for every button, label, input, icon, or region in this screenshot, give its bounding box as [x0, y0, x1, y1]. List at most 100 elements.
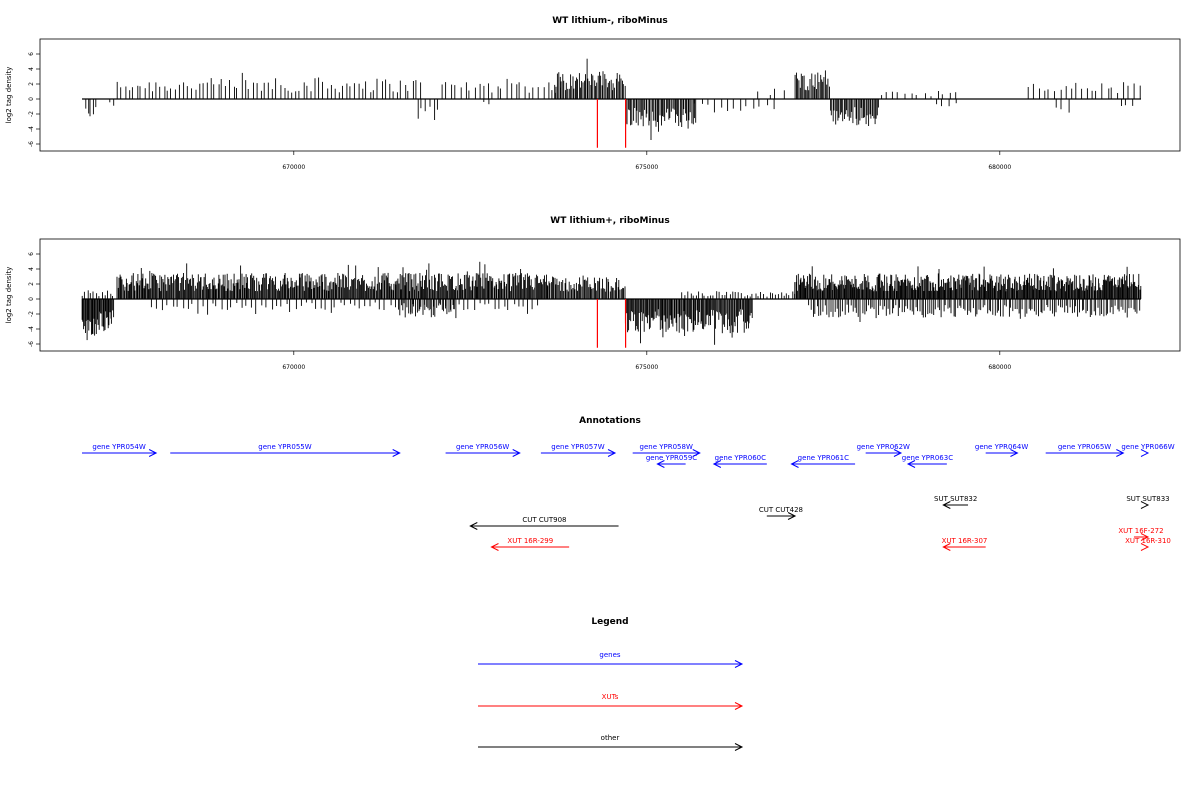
annotation-label: gene YPR063C — [902, 454, 953, 462]
annotation-feature: gene YPR060C — [712, 454, 767, 468]
annotation-feature: gene YPR058W — [632, 443, 701, 457]
arrow-head — [893, 449, 903, 457]
y-tick-label: 2 — [28, 282, 35, 286]
arrow-head — [734, 702, 744, 710]
panel-title: WT lithium+, riboMinus — [550, 216, 669, 226]
y-tick-label: 4 — [28, 67, 35, 71]
annotation-feature: gene YPR065W — [1045, 443, 1125, 457]
annotation-label: SUT SUT832 — [934, 495, 977, 503]
y-tick-label: 6 — [28, 52, 35, 56]
y-axis: 6 4 2 0 -2 -4 -6 — [28, 52, 40, 147]
annotation-feature: CUT CUT428 — [759, 506, 803, 520]
arrow-head — [734, 660, 744, 668]
arrow-head — [1010, 449, 1019, 457]
annotations-track: Annotations gene YPR054W gene YPR055W gene… — [82, 416, 1175, 551]
legend-label: other — [601, 734, 620, 742]
y-tick-label: -6 — [28, 341, 35, 347]
arrow-head — [906, 460, 916, 468]
annotation-label: gene YPR059C — [646, 454, 697, 462]
y-tick-label: -2 — [28, 111, 35, 117]
x-tick-label: 675000 — [635, 364, 658, 371]
arrow-head — [734, 743, 744, 751]
annotation-feature: gene YPR062W — [857, 443, 910, 457]
arrow-head — [490, 543, 499, 551]
annotation-feature: XUT 16R-310 — [1125, 537, 1171, 551]
legend-label: genes — [599, 651, 620, 659]
arrow-head — [1116, 449, 1125, 457]
x-axis: 670000 675000 680000 — [282, 151, 1011, 171]
annotation-feature: SUT SUT832 — [934, 495, 977, 509]
annotation-label: XUT 16F-272 — [1118, 527, 1163, 535]
density-bars — [81, 261, 1142, 345]
y-tick-label: -2 — [28, 311, 35, 317]
y-tick-label: 6 — [28, 252, 35, 256]
annotation-feature: gene YPR066W — [1121, 443, 1175, 457]
arrow-head — [942, 543, 951, 551]
density-bars — [82, 58, 1141, 140]
y-tick-label: -6 — [28, 141, 35, 147]
arrow-head — [942, 501, 951, 509]
annotation-label: gene YPR055W — [258, 443, 311, 451]
panel-title: WT lithium-, riboMinus — [552, 16, 668, 26]
arrow-head — [1140, 449, 1150, 457]
annotation-feature: gene YPR063C — [902, 454, 953, 468]
annotation-label: gene YPR058W — [640, 443, 693, 451]
arrow-head — [790, 460, 799, 468]
annotation-label: XUT 16R-299 — [507, 537, 553, 545]
arrow-head — [607, 449, 617, 457]
arrow-head — [712, 460, 722, 468]
marker-lines — [596, 99, 627, 148]
arrow-head — [1140, 543, 1150, 551]
legend-entry: other — [478, 734, 744, 751]
density-panel-lithium-plus: WT lithium+, riboMinus log2 tag density … — [5, 216, 1181, 371]
arrow-head — [1140, 533, 1150, 541]
arrow-head — [1140, 501, 1150, 509]
annotations-title: Annotations — [579, 416, 641, 426]
annotation-label: gene YPR057W — [551, 443, 604, 451]
annotation-feature: gene YPR055W — [170, 443, 401, 457]
annotation-label: gene YPR062W — [857, 443, 910, 451]
arrow-head — [148, 449, 158, 457]
annotation-label: XUT 16R-310 — [1125, 537, 1171, 545]
annotation-label: gene YPR066W — [1121, 443, 1174, 451]
legend-label: XUTs — [602, 693, 619, 701]
annotation-feature: gene YPR059C — [646, 454, 697, 468]
annotation-feature: gene YPR054W — [82, 443, 158, 457]
x-tick-label: 670000 — [282, 364, 305, 371]
y-tick-label: 0 — [28, 297, 35, 301]
legend-title: Legend — [591, 617, 628, 627]
annotation-label: CUT CUT908 — [522, 516, 566, 524]
arrow-head — [656, 460, 665, 468]
arrow-head — [787, 512, 797, 520]
annotation-label: gene YPR054W — [92, 443, 145, 451]
annotation-feature: gene YPR061C — [790, 454, 856, 468]
annotation-feature: CUT CUT908 — [469, 516, 619, 530]
density-panel-lithium-minus: WT lithium-, riboMinus log2 tag density … — [5, 16, 1181, 171]
x-tick-label: 670000 — [282, 164, 305, 171]
legend-entry: XUTs — [478, 693, 744, 710]
y-tick-label: -4 — [28, 326, 35, 332]
annotation-label: gene YPR061C — [798, 454, 849, 462]
y-tick-label: -4 — [28, 126, 35, 132]
arrow-head — [512, 449, 521, 457]
marker-lines — [596, 299, 627, 348]
x-tick-label: 680000 — [988, 364, 1011, 371]
y-axis: 6 4 2 0 -2 -4 -6 — [28, 252, 40, 347]
y-axis-label: log2 tag density — [5, 67, 13, 124]
annotation-feature: XUT 16F-272 — [1118, 527, 1164, 541]
annotation-label: gene YPR065W — [1058, 443, 1111, 451]
annotation-label: CUT CUT428 — [759, 506, 803, 514]
y-tick-label: 0 — [28, 97, 35, 101]
plot-frame — [39, 38, 1181, 152]
arrow-head — [469, 522, 478, 530]
annotation-feature: XUT 16R-299 — [490, 537, 570, 551]
annotation-label: gene YPR060C — [715, 454, 766, 462]
x-tick-label: 680000 — [988, 164, 1011, 171]
plot-frame — [39, 238, 1181, 352]
y-tick-label: 4 — [28, 267, 35, 271]
arrow-head — [692, 449, 701, 457]
annotation-label: gene YPR056W — [456, 443, 509, 451]
legend-entry: genes — [478, 651, 744, 668]
x-axis: 670000 675000 680000 — [282, 351, 1011, 371]
